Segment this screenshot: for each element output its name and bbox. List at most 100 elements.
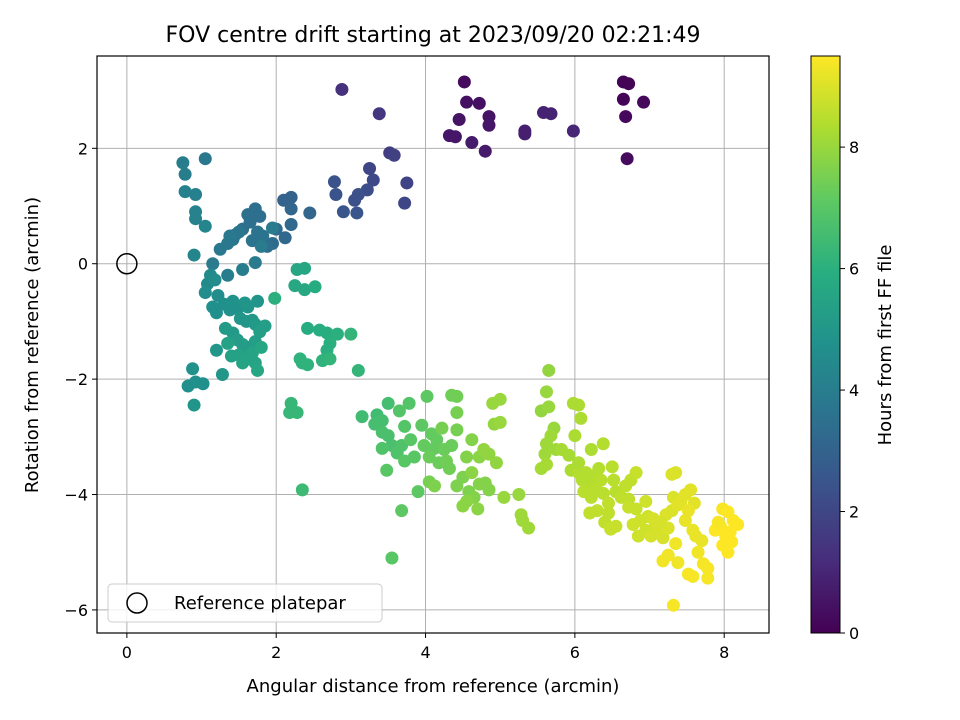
data-point <box>350 206 364 220</box>
data-point <box>303 206 317 220</box>
data-point <box>656 531 670 545</box>
data-point <box>637 95 651 109</box>
data-point <box>236 262 250 276</box>
data-point <box>320 326 334 340</box>
data-point <box>592 462 606 476</box>
data-point <box>213 242 227 256</box>
data-point <box>514 508 528 522</box>
y-tick-label: −2 <box>64 370 88 389</box>
data-point <box>417 438 431 452</box>
grid-layer <box>97 56 769 633</box>
data-point <box>497 490 511 504</box>
data-point <box>398 454 412 468</box>
data-point <box>671 556 685 570</box>
data-point <box>336 205 350 219</box>
data-point <box>579 466 593 480</box>
data-point <box>678 513 692 527</box>
data-point <box>584 443 598 457</box>
data-point <box>493 415 507 429</box>
data-point <box>284 217 298 231</box>
data-point <box>395 504 409 518</box>
data-point <box>716 538 730 552</box>
data-point <box>684 483 698 497</box>
data-point <box>258 319 272 333</box>
data-point <box>456 499 470 513</box>
data-point <box>695 534 709 548</box>
data-point <box>656 554 670 568</box>
data-point <box>460 450 474 464</box>
data-point <box>178 185 192 199</box>
data-point <box>605 460 619 474</box>
data-point <box>544 107 558 121</box>
data-point <box>251 363 265 377</box>
data-point <box>381 396 395 410</box>
data-point <box>723 525 737 539</box>
data-point <box>601 496 615 510</box>
data-point <box>538 447 552 461</box>
scatter-points <box>116 75 745 612</box>
data-point <box>572 456 586 470</box>
data-point <box>539 458 553 472</box>
axis-ticks: 0 2 4 6 8 −6 −4 −2 0 2 <box>64 139 729 662</box>
data-point <box>392 404 406 418</box>
data-point <box>221 336 235 350</box>
data-point <box>539 385 553 399</box>
data-point <box>448 130 462 144</box>
data-point <box>381 429 395 443</box>
data-point <box>308 280 322 294</box>
data-point <box>701 571 715 585</box>
data-point <box>442 462 456 476</box>
data-point <box>450 423 464 437</box>
x-tick-label: 0 <box>122 643 132 662</box>
data-point <box>542 400 556 414</box>
data-point <box>301 321 315 335</box>
data-point <box>452 112 466 126</box>
x-tick-label: 8 <box>719 643 729 662</box>
y-tick-label: −4 <box>64 486 88 505</box>
data-point <box>654 515 668 529</box>
data-point <box>604 522 618 536</box>
data-point <box>407 450 421 464</box>
data-point <box>512 488 526 502</box>
data-point <box>696 557 710 571</box>
data-point <box>198 219 212 233</box>
data-point <box>330 327 344 341</box>
data-point <box>427 479 441 493</box>
data-point <box>327 175 341 189</box>
data-point <box>278 231 292 245</box>
data-point <box>385 551 399 565</box>
data-point <box>375 441 389 455</box>
data-point <box>489 456 503 470</box>
data-point <box>254 239 268 253</box>
data-point <box>522 521 536 535</box>
data-point <box>711 515 725 529</box>
colorbar-tick-label: 8 <box>849 138 859 157</box>
data-point <box>411 485 425 499</box>
data-point <box>691 545 705 559</box>
data-point <box>295 483 309 497</box>
data-point <box>450 479 464 493</box>
data-point <box>298 283 312 297</box>
data-point <box>596 486 610 500</box>
data-point <box>387 148 401 162</box>
data-point <box>539 437 553 451</box>
data-point <box>482 447 496 461</box>
data-point <box>176 156 190 170</box>
data-point <box>187 248 201 262</box>
data-point <box>366 173 380 187</box>
x-tick-label: 6 <box>570 643 580 662</box>
data-point <box>404 433 418 447</box>
colorbar-tick-label: 0 <box>849 624 859 643</box>
data-point <box>221 268 235 282</box>
legend-box <box>107 583 383 623</box>
data-point <box>189 212 203 226</box>
data-point <box>344 327 358 341</box>
data-point <box>402 396 416 410</box>
data-point <box>196 377 210 391</box>
x-tick-label: 4 <box>420 643 430 662</box>
data-point <box>298 261 312 275</box>
data-point <box>471 502 485 516</box>
data-point <box>189 187 203 201</box>
data-point <box>323 352 337 366</box>
